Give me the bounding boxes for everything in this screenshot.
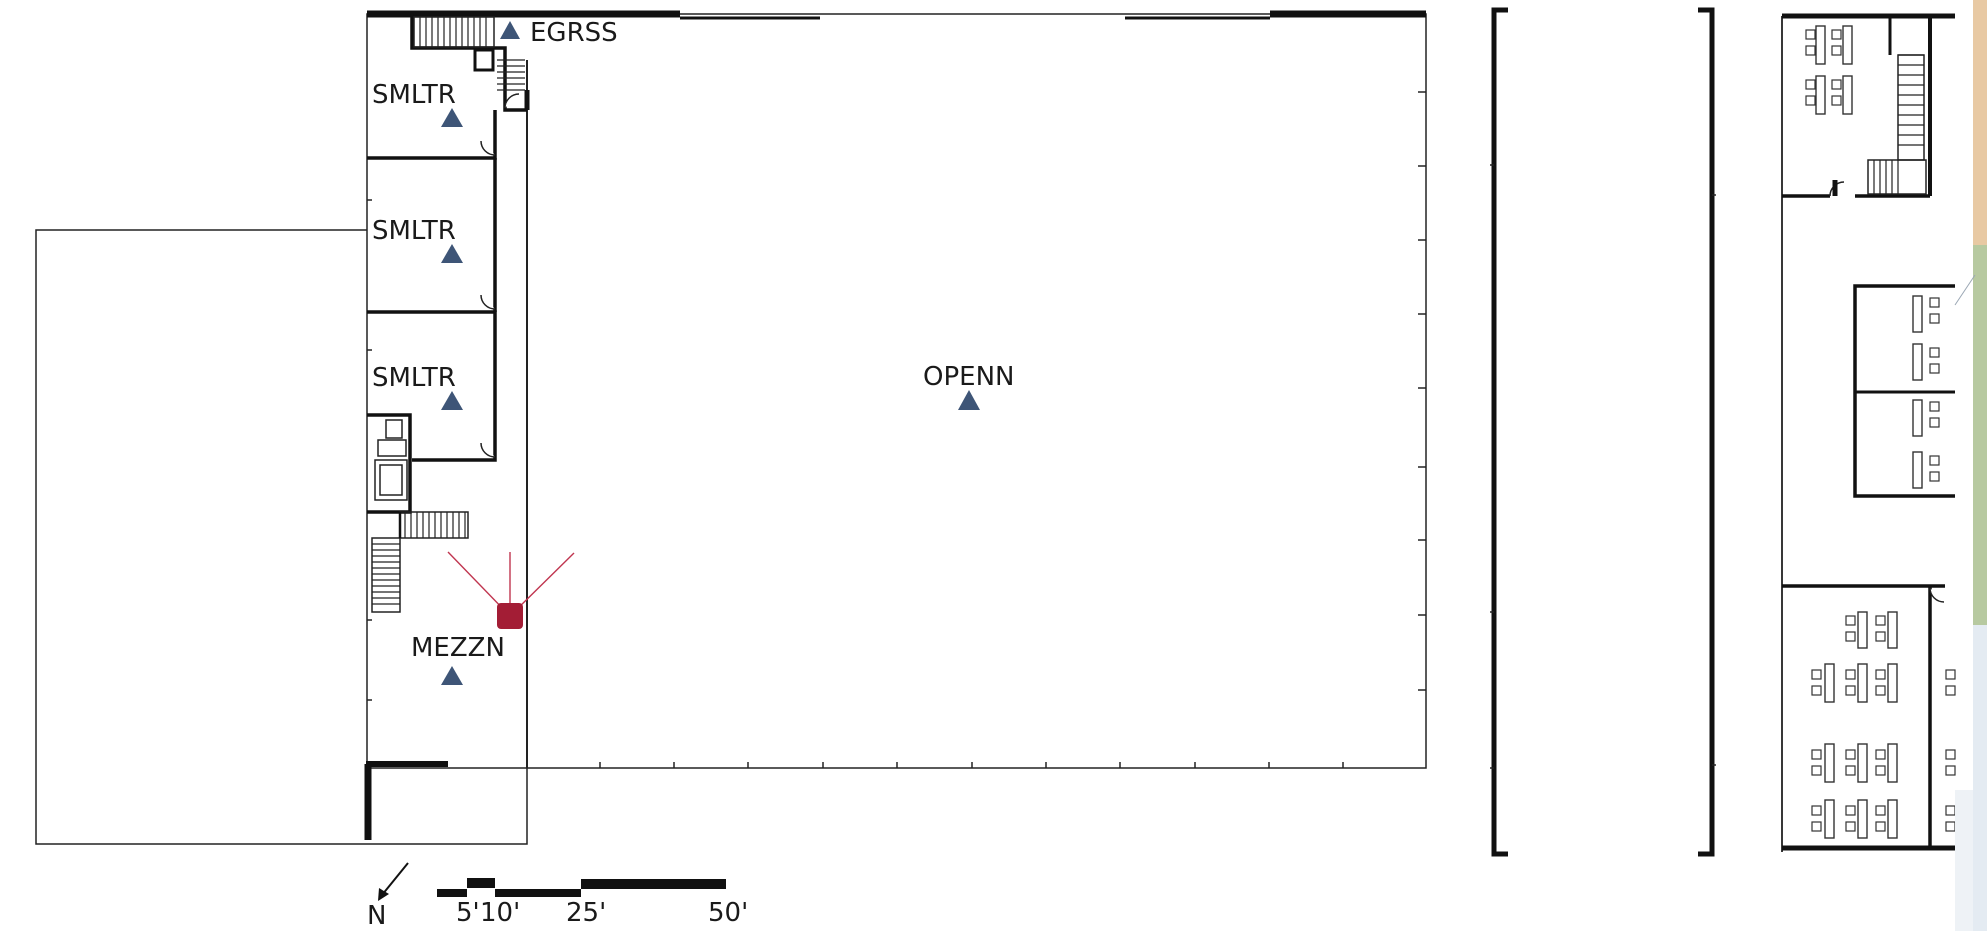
adjacent-floor <box>1781 13 1956 852</box>
triangle-marker-icon <box>441 244 463 263</box>
scale-bar: 5' 10' 25' 50' <box>437 878 748 928</box>
north-arrow-icon <box>381 862 409 896</box>
scale-label-10: 10' <box>480 898 520 928</box>
triangle-marker-icon <box>958 390 980 410</box>
room-label: MEZZN <box>411 633 505 663</box>
stair-egress-lower <box>497 59 525 91</box>
stair-mezzanine <box>371 511 469 613</box>
scale-label-50: 50' <box>708 898 748 928</box>
triangle-marker-icon <box>500 21 520 39</box>
elevation-bracket-left <box>1490 7 1508 857</box>
main-building <box>35 10 1427 845</box>
room-label: OPENN <box>923 362 1014 392</box>
room-label: SMLTR <box>372 216 456 246</box>
room-label: EGRSS <box>530 18 618 48</box>
triangle-marker-icon <box>441 391 463 410</box>
scale-label-25: 25' <box>566 898 606 928</box>
room-smelter-1[interactable]: SMLTR <box>372 80 463 127</box>
room-smelter-2[interactable]: SMLTR <box>372 216 463 263</box>
scale-label-5: 5' <box>456 898 480 928</box>
triangle-marker-icon <box>441 666 463 685</box>
room-open[interactable]: OPENN <box>923 362 1014 410</box>
camera-marker-icon <box>497 603 523 629</box>
camera-marker[interactable] <box>447 551 575 629</box>
north-arrow: N <box>367 862 409 931</box>
room-mezzanine[interactable]: MEZZN <box>411 633 505 685</box>
grid-ticks <box>367 91 1426 768</box>
room-smelter-3[interactable]: SMLTR <box>372 363 463 410</box>
north-label: N <box>367 901 386 931</box>
side-color-strip <box>1954 0 1987 931</box>
room-egress[interactable]: EGRSS <box>500 18 618 48</box>
stair-egress <box>419 17 487 47</box>
north-arrow-head <box>378 888 389 901</box>
triangle-marker-icon <box>441 108 463 127</box>
room-label: SMLTR <box>372 80 456 110</box>
elevation-bracket-right <box>1698 7 1716 857</box>
room-label: SMLTR <box>372 363 456 393</box>
